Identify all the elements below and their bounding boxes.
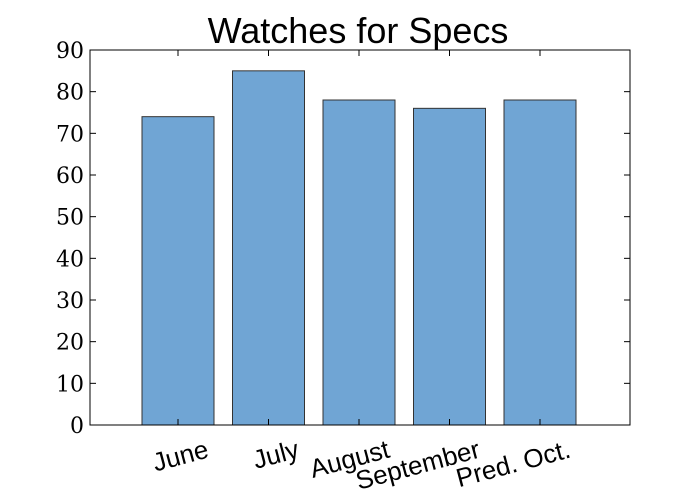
y-tick-labels: 0 10 20 30 40 50 60 70 80 90	[56, 39, 84, 439]
chart-title: Watches for Specs	[208, 10, 509, 51]
bars-group	[141, 70, 577, 426]
plot-frame	[89, 49, 631, 426]
x-tick-label: June	[149, 434, 211, 478]
bar-june	[141, 116, 215, 426]
bar-july	[232, 70, 305, 426]
y-tick-label: 80	[56, 81, 84, 106]
bar-august	[322, 99, 396, 426]
y-tick-label: 70	[56, 122, 84, 147]
y-tick-label: 60	[56, 164, 84, 189]
bar-pred-oct	[503, 99, 577, 426]
y-tick-label: 0	[70, 414, 84, 439]
y-tick-label: 10	[56, 372, 84, 397]
y-tick-label: 30	[56, 289, 84, 314]
y-tick-label: 40	[56, 247, 84, 272]
y-tick-label: 90	[56, 39, 84, 64]
x-tick-label: July	[250, 434, 302, 475]
bar-september	[413, 107, 486, 426]
y-tick-label: 50	[56, 206, 84, 231]
y-tick-label: 20	[56, 331, 84, 356]
